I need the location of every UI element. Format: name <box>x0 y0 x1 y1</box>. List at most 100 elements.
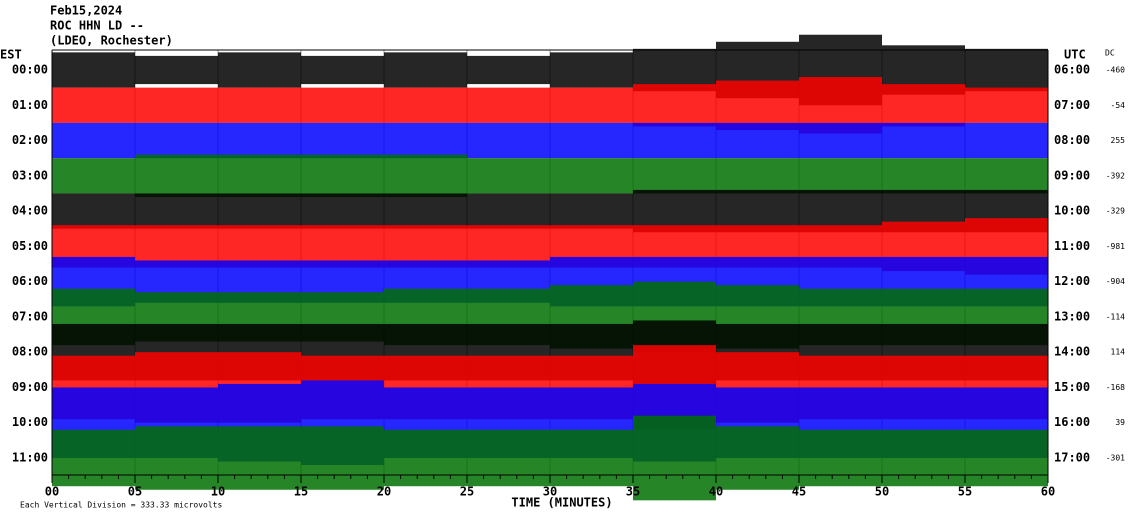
est-label: 10:00 <box>12 415 48 429</box>
trace-segment <box>135 154 218 197</box>
trace-segment <box>52 158 135 194</box>
utc-label: 17:00 <box>1054 451 1090 465</box>
utc-label: 12:00 <box>1054 274 1090 288</box>
trace-segment <box>633 158 716 194</box>
utc-label: 09:00 <box>1054 168 1090 182</box>
trace-segment <box>965 87 1048 123</box>
x-tick-label: 25 <box>460 485 474 499</box>
trace-segment <box>965 158 1048 194</box>
trace-segment <box>218 122 301 159</box>
dc-label: 39 <box>1115 418 1125 427</box>
trace-segment <box>467 122 550 159</box>
trace-segment <box>633 415 716 501</box>
est-label: 01:00 <box>12 98 48 112</box>
trace-segment <box>965 48 1048 92</box>
date: Feb15,2024 <box>50 4 122 18</box>
utc-label: 13:00 <box>1054 309 1090 323</box>
trace-segment <box>52 429 135 487</box>
est-title: EST <box>0 48 22 62</box>
utc-label: 06:00 <box>1054 63 1090 77</box>
trace-segment <box>384 154 467 197</box>
utc-title: UTC <box>1064 48 1086 62</box>
dc-title: DC <box>1105 49 1115 58</box>
trace-segment <box>633 84 716 127</box>
trace-segment <box>52 87 135 123</box>
dc-label: -329 <box>1106 207 1125 216</box>
trace-segment <box>550 122 633 159</box>
trace-segment <box>882 122 965 159</box>
trace-segment <box>550 429 633 487</box>
x-tick-label: 10 <box>211 485 225 499</box>
trace-segment <box>218 87 301 123</box>
dc-label: -392 <box>1106 171 1125 180</box>
dc-label: -301 <box>1106 454 1125 463</box>
est-label: 07:00 <box>12 309 48 323</box>
dc-label: -904 <box>1106 277 1125 286</box>
dc-label: 255 <box>1111 136 1126 145</box>
trace-segment <box>882 429 965 487</box>
trace-segment <box>965 122 1048 159</box>
trace-segment <box>716 122 799 159</box>
trace-segment <box>52 52 135 88</box>
dc-label: -168 <box>1106 383 1125 392</box>
trace-segment <box>467 158 550 194</box>
x-tick-label: 05 <box>128 485 142 499</box>
dc-label: -114 <box>1106 312 1125 321</box>
trace-segment <box>882 84 965 127</box>
trace-segment <box>799 158 882 194</box>
trace-segment <box>135 87 218 123</box>
est-label: 04:00 <box>12 204 48 218</box>
x-tick-label: 45 <box>792 485 806 499</box>
trace-segment <box>633 122 716 159</box>
trace-segment <box>218 426 301 490</box>
trace-segment <box>799 429 882 487</box>
station: ROC HHN LD -- <box>50 19 144 33</box>
x-tick-label: 00 <box>45 485 59 499</box>
dc-label: -54 <box>1111 101 1126 110</box>
est-label: 06:00 <box>12 274 48 288</box>
utc-label: 15:00 <box>1054 380 1090 394</box>
trace-segment <box>218 193 301 229</box>
est-label: 08:00 <box>12 345 48 359</box>
trace-segment <box>384 193 467 229</box>
trace-segment <box>301 193 384 229</box>
utc-label: 11:00 <box>1054 239 1090 253</box>
trace-segment <box>384 122 467 159</box>
trace-segment <box>384 52 467 88</box>
utc-label: 10:00 <box>1054 204 1090 218</box>
trace-segment <box>135 122 218 159</box>
trace-segment <box>550 52 633 88</box>
trace-segment <box>52 193 135 229</box>
x-tick-label: 30 <box>543 485 557 499</box>
trace-segment <box>716 426 799 490</box>
x-tick-label: 15 <box>294 485 308 499</box>
dc-label: -981 <box>1106 242 1125 251</box>
est-label: 09:00 <box>12 380 48 394</box>
trace-segment <box>218 154 301 197</box>
trace-segment <box>550 158 633 194</box>
trace-segment <box>882 158 965 194</box>
trace-segment <box>716 158 799 194</box>
utc-label: 16:00 <box>1054 415 1090 429</box>
trace-segment <box>965 429 1048 487</box>
trace-segment <box>467 193 550 229</box>
trace-segment <box>301 122 384 159</box>
x-tick-label: 60 <box>1041 485 1055 499</box>
trace-segment <box>550 193 633 229</box>
trace-segment <box>218 52 301 88</box>
trace-segment <box>301 426 384 490</box>
utc-label: 14:00 <box>1054 345 1090 359</box>
utc-label: 07:00 <box>1054 98 1090 112</box>
x-axis-title: TIME (MINUTES) <box>511 496 612 510</box>
trace-segment <box>135 55 218 85</box>
trace-segment <box>467 55 550 85</box>
trace-segment <box>716 80 799 130</box>
trace-segment <box>52 122 135 159</box>
trace-segment <box>799 122 882 159</box>
est-label: 02:00 <box>12 133 48 147</box>
trace-segment <box>467 429 550 487</box>
trace-segment <box>135 426 218 490</box>
x-tick-label: 20 <box>377 485 391 499</box>
est-label: 00:00 <box>12 63 48 77</box>
